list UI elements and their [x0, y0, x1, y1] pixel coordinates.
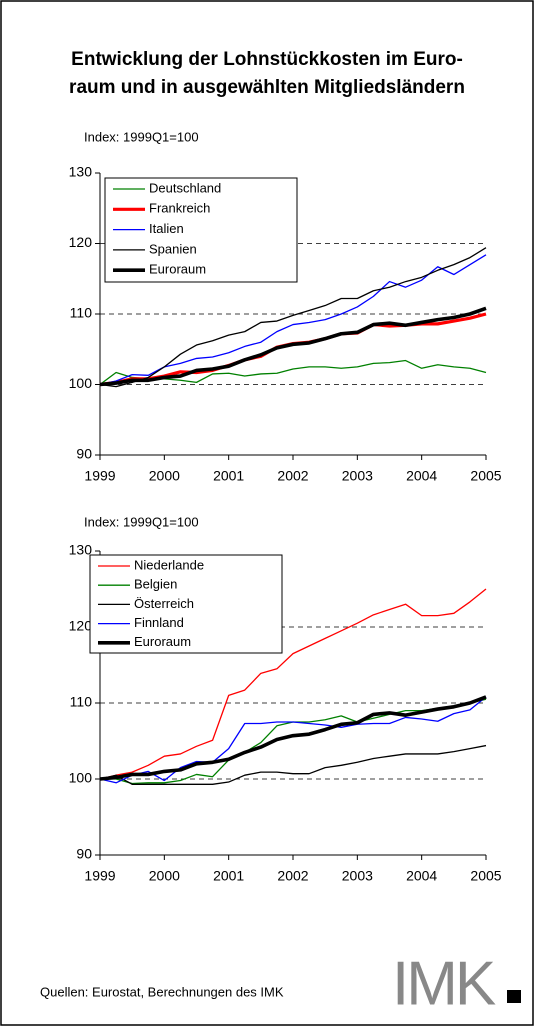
series-line — [99, 247, 487, 388]
y-tick-label: 130 — [69, 164, 93, 180]
x-tick-label: 2001 — [213, 868, 244, 884]
legend-label: Frankreich — [149, 201, 210, 216]
x-tick-label: 2004 — [406, 468, 437, 484]
series-line — [99, 695, 487, 781]
y-tick-label: 120 — [69, 618, 93, 634]
y-tick-label: 120 — [69, 234, 93, 250]
x-tick-label: 2000 — [149, 868, 180, 884]
legend-label: Euroraum — [134, 634, 191, 649]
source: Quellen: Eurostat, Berechnungen des IMK — [40, 984, 284, 999]
legend-label: Italien — [149, 221, 184, 236]
subtitle: Index: 1999Q1=100 — [84, 514, 199, 529]
legend-label: Deutschland — [149, 180, 221, 195]
y-tick-label: 90 — [76, 446, 92, 462]
series-line — [99, 744, 487, 785]
x-tick-label: 2002 — [277, 468, 308, 484]
subtitle: Index: 1999Q1=100 — [84, 129, 199, 144]
y-tick-label: 110 — [70, 305, 93, 321]
legend-label: Euroraum — [149, 262, 206, 277]
x-tick-label: 2004 — [406, 868, 437, 884]
x-tick-label: 1999 — [84, 868, 115, 884]
legend-label: Belgien — [134, 577, 177, 592]
logo: IMK — [392, 949, 496, 1018]
y-tick-label: 110 — [70, 694, 93, 710]
x-tick-label: 1999 — [84, 468, 115, 484]
x-tick-label: 2005 — [470, 468, 501, 484]
legend-label: Finnland — [134, 615, 184, 630]
x-tick-label: 2003 — [342, 468, 373, 484]
series-line — [99, 306, 487, 387]
y-tick-label: 100 — [69, 375, 93, 391]
x-tick-label: 2000 — [149, 468, 180, 484]
x-tick-label: 2005 — [470, 868, 501, 884]
y-tick-label: 100 — [69, 770, 93, 786]
legend-label: Österreich — [134, 596, 194, 611]
y-tick-label: 90 — [76, 846, 92, 862]
title-line: Entwicklung der Lohnstückkosten im Euro- — [71, 49, 463, 70]
y-tick-label: 130 — [69, 542, 93, 558]
x-tick-label: 2001 — [213, 468, 244, 484]
logo-block — [507, 990, 521, 1003]
legend-label: Spanien — [149, 241, 197, 256]
x-tick-label: 2002 — [277, 868, 308, 884]
series-line — [99, 588, 487, 780]
legend-label: Niederlande — [134, 557, 204, 572]
series-line — [99, 696, 487, 784]
title-line: raum und in ausgewählten Mitgliedsländer… — [69, 77, 465, 98]
x-tick-label: 2003 — [342, 868, 373, 884]
